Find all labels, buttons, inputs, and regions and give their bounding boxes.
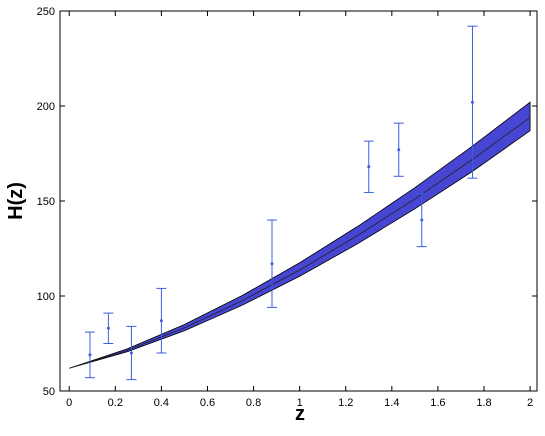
x-tick-label: 0.6	[200, 397, 215, 409]
confidence-band	[69, 101, 531, 369]
y-axis-label: H(z)	[5, 182, 27, 220]
data-point	[88, 353, 92, 357]
data-point	[106, 326, 110, 330]
x-tick-label: 0.2	[108, 397, 123, 409]
x-tick-label: 1.2	[338, 397, 353, 409]
x-tick-label: 0.8	[246, 397, 261, 409]
x-tick-label: 2	[527, 397, 533, 409]
y-tick-label: 150	[37, 196, 55, 208]
x-tick-label: 1.8	[476, 397, 491, 409]
x-tick-label: 0.4	[154, 397, 169, 409]
x-tick-label: 1.4	[384, 397, 399, 409]
y-tick-label: 250	[37, 6, 55, 18]
x-tick-label: 0	[66, 397, 72, 409]
y-tick-label: 100	[37, 291, 55, 303]
center-line	[69, 117, 531, 369]
data-point	[159, 319, 163, 323]
data-point	[367, 165, 371, 169]
data-point	[129, 351, 133, 355]
data-point	[270, 262, 274, 266]
data-point	[397, 148, 401, 152]
data-point	[420, 218, 424, 222]
x-axis-label: z	[295, 403, 305, 425]
y-tick-label: 50	[43, 386, 55, 398]
y-tick-label: 200	[37, 101, 55, 113]
x-tick-label: 1	[297, 397, 303, 409]
data-point	[470, 100, 474, 104]
x-tick-label: 1.6	[430, 397, 445, 409]
